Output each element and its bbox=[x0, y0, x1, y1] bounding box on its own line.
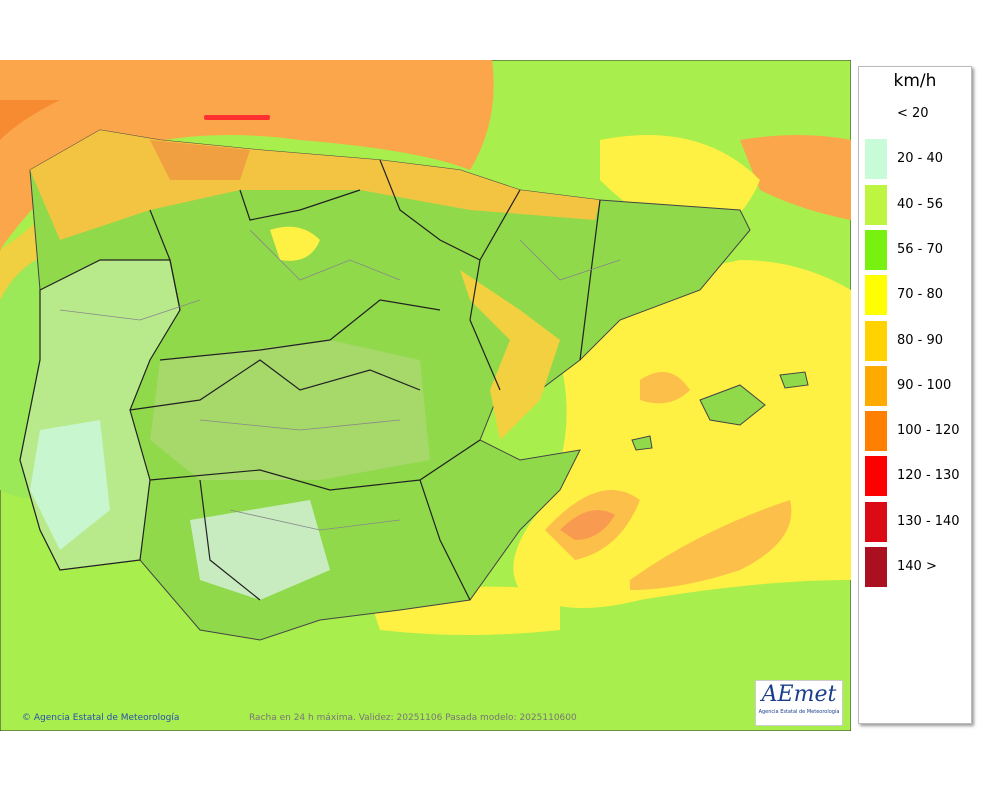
map bbox=[0, 60, 851, 731]
legend-title: km/h bbox=[893, 71, 937, 91]
legend-label: 130 - 140 bbox=[897, 513, 960, 529]
legend-item: 40 - 56 bbox=[863, 184, 967, 225]
logo-name: AEmet bbox=[761, 682, 837, 707]
legend-label: 80 - 90 bbox=[897, 332, 944, 348]
legend-swatch bbox=[865, 139, 887, 180]
legend-swatch bbox=[865, 184, 887, 225]
legend-item: 130 - 140 bbox=[863, 501, 967, 542]
legend-swatch bbox=[865, 456, 887, 497]
legend-swatch bbox=[865, 365, 887, 406]
legend-label: 140 > bbox=[897, 559, 937, 574]
legend-label: 70 - 80 bbox=[897, 287, 944, 303]
legend-label: 100 - 120 bbox=[897, 423, 960, 439]
legend-item: 56 - 70 bbox=[863, 229, 967, 270]
legend-item: 80 - 90 bbox=[863, 320, 967, 361]
legend-label: < 20 bbox=[897, 106, 929, 121]
legend-label: 40 - 56 bbox=[897, 196, 944, 212]
logo: AEmet Agencia Estatal de Meteorología bbox=[755, 680, 843, 726]
legend-swatch bbox=[865, 501, 887, 542]
legend-item: 20 - 40 bbox=[863, 139, 967, 180]
logo-subtitle: Agencia Estatal de Meteorología bbox=[758, 709, 840, 715]
legend-item: 140 > bbox=[863, 547, 967, 587]
legend-label: 90 - 100 bbox=[897, 377, 952, 393]
legend-label: 120 - 130 bbox=[897, 468, 960, 484]
legend-swatch bbox=[865, 275, 887, 316]
legend-item: 90 - 100 bbox=[863, 365, 967, 406]
legend-swatch bbox=[865, 320, 887, 361]
legend-item: 70 - 80 bbox=[863, 275, 967, 316]
legend: km/h < 20 20 - 40 40 - 56 56 - 70 70 - 80 80 … bbox=[858, 66, 972, 724]
legend-swatch bbox=[865, 94, 887, 134]
legend-label: 20 - 40 bbox=[897, 151, 944, 167]
credit: © Agencia Estatal de Meteorología bbox=[22, 713, 180, 723]
caption: Racha en 24 h máxima. Validez: 20251106 … bbox=[249, 713, 577, 723]
legend-label: 56 - 70 bbox=[897, 241, 944, 257]
legend-swatch bbox=[865, 229, 887, 270]
legend-swatch bbox=[865, 547, 887, 587]
legend-item: 100 - 120 bbox=[863, 411, 967, 452]
legend-swatch bbox=[865, 411, 887, 452]
legend-item: < 20 bbox=[863, 94, 967, 134]
legend-item: 120 - 130 bbox=[863, 456, 967, 497]
